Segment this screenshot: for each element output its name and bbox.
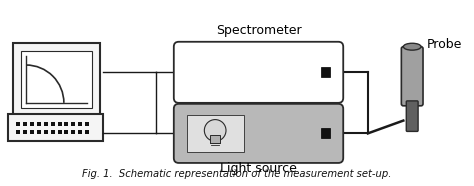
FancyBboxPatch shape [21, 51, 92, 108]
Text: Spectrometer: Spectrometer [216, 24, 301, 37]
FancyBboxPatch shape [187, 115, 244, 152]
FancyBboxPatch shape [210, 135, 220, 143]
Text: Probe: Probe [427, 38, 462, 51]
FancyBboxPatch shape [9, 114, 103, 141]
Text: Fig. 1.  Schematic representation of the measurement set-up.: Fig. 1. Schematic representation of the … [82, 169, 392, 179]
FancyBboxPatch shape [320, 129, 330, 138]
Circle shape [204, 120, 226, 141]
FancyBboxPatch shape [406, 101, 418, 132]
FancyBboxPatch shape [320, 67, 330, 77]
FancyBboxPatch shape [174, 104, 343, 163]
Text: Light source: Light source [220, 162, 297, 175]
FancyBboxPatch shape [401, 47, 423, 106]
FancyBboxPatch shape [13, 43, 100, 116]
Ellipse shape [403, 43, 421, 50]
FancyBboxPatch shape [174, 42, 343, 103]
